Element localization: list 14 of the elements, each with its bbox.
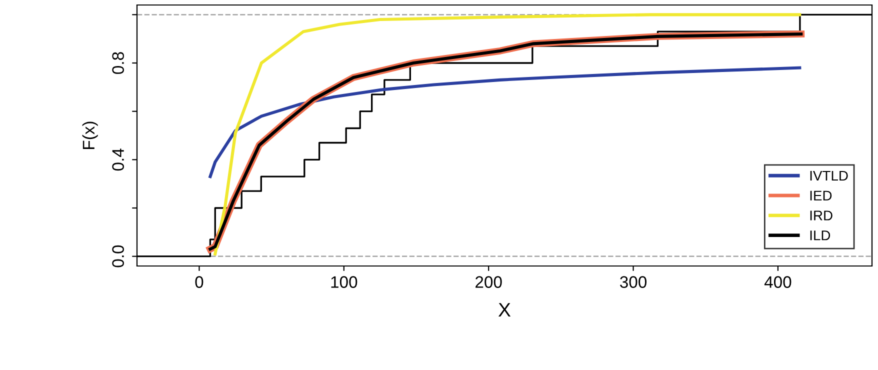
y-tick-label: 0.4	[112, 148, 124, 171]
x-tick-label: 300	[620, 276, 647, 288]
y-tick-label: 0.0	[112, 245, 124, 268]
x-axis-title: X	[498, 303, 511, 316]
legend-label: IVTLD	[810, 170, 848, 181]
x-tick-label: 400	[764, 276, 792, 288]
x-tick-label: 200	[476, 276, 502, 288]
x-tick-label: 100	[331, 276, 358, 288]
y-tick-label: 0.8	[112, 52, 124, 74]
y-axis-title: F(x)	[82, 122, 98, 149]
legend-label: IRD	[810, 210, 832, 220]
x-tick-label: 0	[195, 276, 204, 288]
legend-label: IED	[810, 190, 832, 200]
legend-label: ILD	[810, 230, 830, 240]
